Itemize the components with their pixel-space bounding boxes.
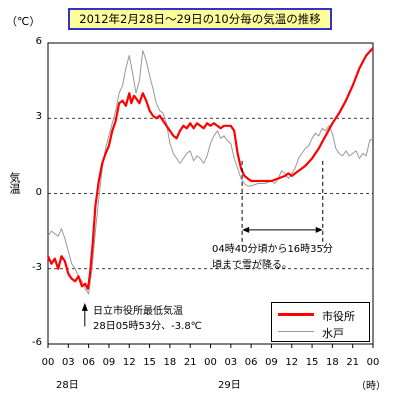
y-tick-label: 3 [35,111,42,123]
snow-arrow-left [242,226,250,233]
x-tick-label: 18 [326,357,339,368]
y-unit-label: （℃） [6,15,41,28]
x-unit-label: （時） [356,381,386,392]
min-annotation-line1: 日立市役所最低気温 [93,306,183,317]
x-tick-label: 03 [61,357,75,368]
x-tick-label: 21 [346,357,360,368]
x-tick-label: 06 [82,357,95,368]
legend-item-mito: 水戸 [278,325,366,340]
legend-swatch-red [278,313,314,316]
x-tick-label: 06 [244,357,258,368]
series-line-mito [47,50,374,295]
series-layer [46,47,374,295]
x-tick-label: 00 [366,357,380,368]
day-label-29: 29日 [218,380,241,391]
x-tick-marks [47,344,374,348]
x-tick-label: 00 [41,357,55,368]
x-tick-label: 03 [224,357,238,368]
chart-title: 2012年2月28日～29日の10分毎の気温の推移 [68,8,332,30]
x-tick-label: 18 [163,357,177,368]
legend-swatch-gray [278,331,314,332]
day-label-28: 28日 [56,380,79,391]
y-axis-label: 気温 [8,172,21,194]
snow-annotation-line2: 頃まで雪が降る。 [212,260,292,271]
x-tick-label: 15 [305,357,319,368]
x-tick-label: 09 [102,357,116,368]
x-tick-label: 15 [143,357,156,368]
annotation-layer [81,160,324,327]
snow-annotation-line1: 04時40分頃から16時35分 [212,244,333,255]
x-tick-label: 00 [204,357,217,368]
legend-label-shiyakusho: 市役所 [322,310,355,323]
series-line-shiyakusho [46,47,374,290]
y-tick-label: 0 [35,186,42,198]
min-temp-arrow-head [81,302,88,311]
legend-label-mito: 水戸 [322,327,344,340]
legend: 市役所 水戸 [271,302,370,342]
y-tick-label: -6 [32,337,42,348]
y-tick-label: -3 [32,261,42,273]
grid-lines [48,117,373,270]
y-tick-label: 6 [35,36,42,47]
min-annotation-line2: 28日05時53分、-3.8℃ [93,321,202,332]
snow-arrow-right [315,226,323,233]
x-tick-label: 12 [285,357,299,368]
x-tick-label: 21 [183,357,197,368]
x-tick-label: 09 [265,357,278,368]
legend-item-shiyakusho: 市役所 [278,308,366,323]
x-tick-label: 12 [122,357,136,368]
